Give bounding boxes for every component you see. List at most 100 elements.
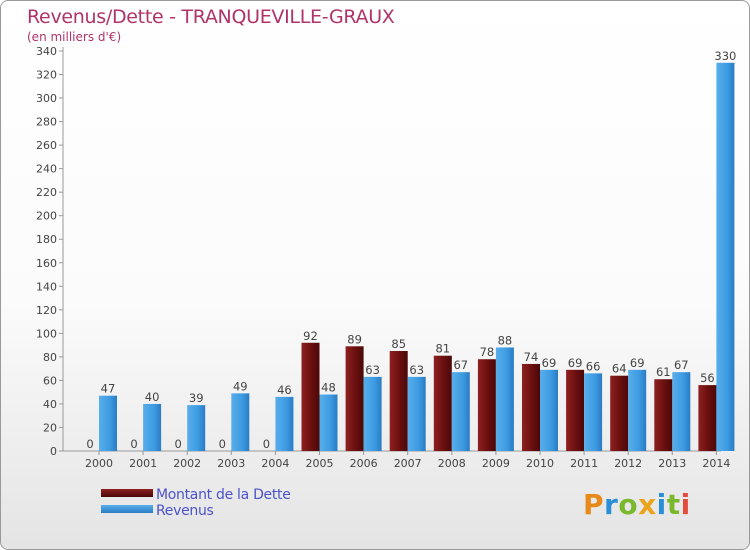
axes: 0 20 40 60 80 100 120 140 160 180 200 220 240 260 280 3…: [36, 45, 730, 470]
y-tick-label: 300: [36, 92, 57, 105]
data-label-dette: 0: [130, 437, 137, 451]
data-label-revenus: 67: [674, 358, 689, 372]
y-tick-label: 340: [36, 45, 57, 58]
bar-dette: [345, 346, 364, 451]
y-tick-label: 320: [36, 69, 57, 82]
y-tick-label: 140: [36, 280, 57, 293]
data-label-revenus: 40: [145, 390, 160, 404]
bar-dette: [522, 363, 540, 451]
chart-subtitle: (en milliers d'€): [27, 30, 121, 44]
x-tick-label: 2002: [173, 457, 201, 470]
bar-dette: [433, 355, 452, 451]
data-label-dette: 78: [480, 345, 495, 359]
bar-dette: [301, 342, 320, 451]
data-label-dette: 0: [219, 437, 226, 451]
proxiti-logo: Proxiti: [583, 488, 691, 521]
logo-letter: x: [638, 488, 657, 521]
data-label-revenus: 69: [542, 356, 557, 370]
data-label-revenus: 330: [714, 49, 736, 63]
bar-revenus: [187, 405, 206, 451]
legend-label-dette: Montant de la Dette: [156, 487, 291, 503]
bar-revenus: [628, 369, 647, 451]
data-label-dette: 92: [303, 329, 318, 343]
x-tick-label: 2007: [394, 457, 422, 470]
bar-dette: [389, 351, 408, 451]
y-tick-label: 20: [43, 421, 57, 434]
y-tick-label: 0: [50, 445, 57, 458]
y-tick-label: 200: [36, 210, 57, 223]
bar-revenus: [716, 62, 735, 451]
data-label-revenus: 63: [409, 363, 424, 377]
y-tick-label: 120: [36, 304, 57, 317]
x-tick-label: 2003: [217, 457, 245, 470]
bar-dette: [610, 375, 629, 451]
logo-letter: P: [583, 488, 605, 521]
data-label-revenus: 46: [277, 383, 292, 397]
data-label-revenus: 39: [189, 391, 204, 405]
data-label-dette: 85: [391, 337, 406, 351]
x-tick-label: 2005: [306, 457, 334, 470]
bar-revenus: [363, 376, 382, 451]
data-label-revenus: 69: [630, 356, 645, 370]
x-tick-label: 2008: [438, 457, 466, 470]
logo-letter: r: [604, 488, 619, 521]
bars: [99, 62, 735, 451]
bar-revenus: [99, 395, 117, 451]
logo-letter: i: [680, 488, 691, 521]
bar-revenus: [672, 372, 691, 451]
data-label-dette: 0: [86, 437, 93, 451]
data-label-revenus: 48: [321, 381, 336, 395]
y-tick-label: 260: [36, 139, 57, 152]
y-tick-label: 180: [36, 233, 57, 246]
y-tick-label: 280: [36, 116, 57, 129]
x-tick-label: 2006: [350, 457, 378, 470]
x-tick-label: 2004: [261, 457, 289, 470]
data-label-dette: 74: [524, 350, 539, 364]
bar-revenus: [407, 376, 426, 451]
x-tick-label: 2009: [482, 457, 510, 470]
logo-letter: i: [656, 488, 667, 521]
x-tick-label: 2010: [526, 457, 554, 470]
logo-letter: t: [666, 488, 681, 521]
data-label-dette: 89: [347, 332, 362, 346]
y-tick-label: 40: [43, 398, 57, 411]
y-tick-label: 60: [43, 374, 57, 387]
bar-revenus: [275, 396, 294, 451]
y-tick-label: 220: [36, 186, 57, 199]
data-label-dette: 0: [263, 437, 270, 451]
data-label-dette: 81: [435, 342, 450, 356]
legend-swatch-dette: [101, 489, 153, 497]
data-label-dette: 61: [656, 365, 671, 379]
bar-revenus: [584, 373, 603, 451]
data-label-revenus: 49: [233, 379, 248, 393]
bar-revenus: [451, 372, 470, 451]
data-label-dette: 69: [568, 356, 583, 370]
bar-revenus: [231, 393, 250, 451]
bar-revenus: [143, 403, 162, 451]
x-tick-label: 2001: [129, 457, 157, 470]
y-tick-label: 100: [36, 327, 57, 340]
data-label-dette: 0: [175, 437, 182, 451]
bar-dette: [698, 385, 717, 451]
y-tick-label: 80: [43, 351, 57, 364]
data-label-dette: 64: [612, 362, 627, 376]
legend-label-revenus: Revenus: [156, 503, 214, 519]
bar-revenus: [540, 369, 558, 451]
bar-dette: [566, 369, 585, 451]
data-label-dette: 56: [700, 371, 715, 385]
x-tick-label: 2011: [570, 457, 598, 470]
legend-swatch-revenus: [101, 505, 153, 513]
x-tick-label: 2012: [614, 457, 642, 470]
bar-dette: [654, 379, 673, 451]
data-label-revenus: 63: [365, 363, 380, 377]
bar-revenus: [319, 394, 338, 451]
data-label-revenus: 66: [586, 359, 601, 373]
data-label-revenus: 47: [101, 382, 116, 396]
logo-letter: o: [618, 488, 639, 521]
y-tick-label: 240: [36, 163, 57, 176]
chart-title: Revenus/Dette - TRANQUEVILLE-GRAUX: [27, 6, 395, 28]
bar-revenus: [495, 347, 514, 451]
y-tick-label: 160: [36, 257, 57, 270]
